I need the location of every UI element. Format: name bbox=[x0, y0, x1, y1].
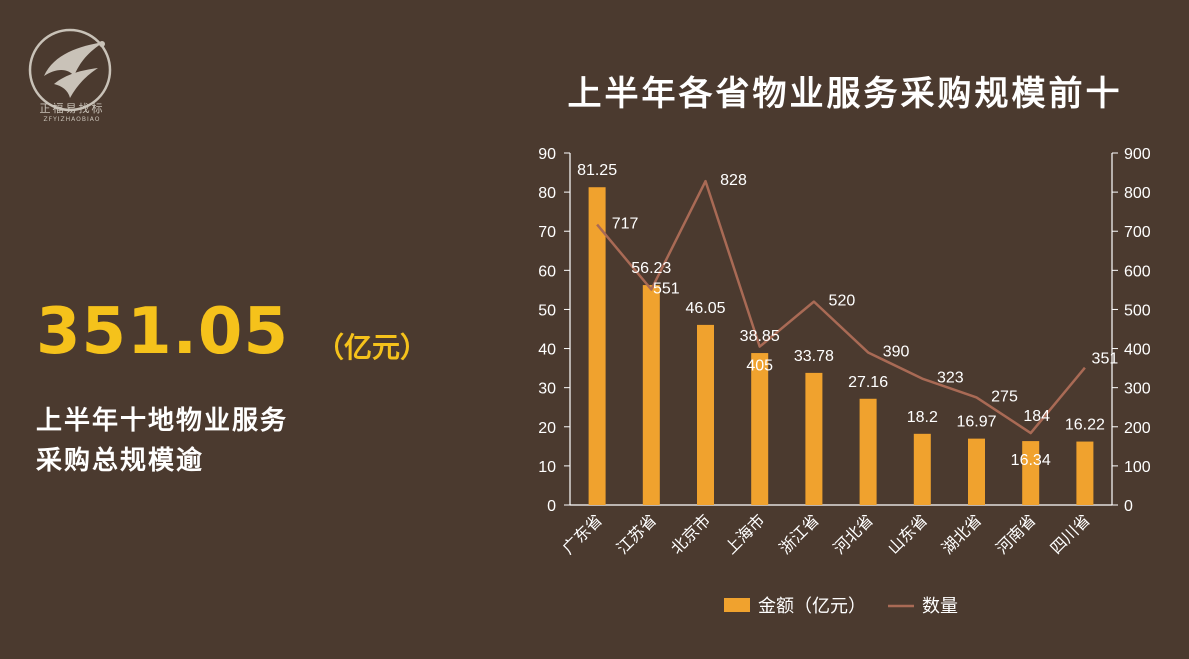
bar-data-label: 16.22 bbox=[1065, 417, 1105, 434]
line-data-label: 551 bbox=[653, 280, 680, 297]
brand-name-en: ZFYIZHAOBIAO bbox=[43, 116, 101, 123]
summary-line-1: 上半年十地物业服务 bbox=[36, 406, 289, 436]
legend-bar-swatch bbox=[724, 598, 750, 612]
brand-logo-icon bbox=[28, 28, 112, 112]
y-left-tick-label: 40 bbox=[538, 342, 556, 359]
bar bbox=[859, 398, 877, 505]
legend-line-label: 数量 bbox=[922, 596, 958, 617]
y-right-tick-label: 700 bbox=[1124, 224, 1151, 241]
y-right-tick-label: 900 bbox=[1124, 146, 1151, 163]
x-tick-label: 四川省 bbox=[1046, 510, 1093, 557]
bar-data-label: 18.2 bbox=[907, 409, 938, 426]
line-data-label: 323 bbox=[937, 370, 964, 387]
x-tick-label: 河南省 bbox=[992, 510, 1039, 557]
y-left-tick-label: 30 bbox=[538, 381, 556, 398]
line-data-label: 184 bbox=[1023, 408, 1050, 425]
bar-data-label: 81.25 bbox=[577, 162, 617, 179]
y-left-tick-label: 90 bbox=[538, 146, 556, 163]
y-right-tick-label: 600 bbox=[1124, 263, 1151, 280]
x-tick-label: 北京市 bbox=[667, 510, 714, 557]
line-data-label: 275 bbox=[991, 388, 1018, 405]
bar bbox=[913, 433, 931, 505]
bar-data-label: 56.23 bbox=[631, 260, 671, 277]
bar bbox=[805, 372, 823, 505]
line-data-label: 351 bbox=[1092, 351, 1119, 368]
bar-data-label: 46.05 bbox=[685, 300, 725, 317]
bar bbox=[751, 353, 769, 505]
count-line bbox=[596, 179, 1086, 435]
bar bbox=[697, 324, 714, 505]
line-data-label: 717 bbox=[612, 216, 639, 233]
bar-data-label: 16.97 bbox=[956, 414, 996, 431]
y-left-tick-label: 80 bbox=[538, 185, 556, 202]
x-tick-label: 江苏省 bbox=[613, 510, 660, 557]
bar bbox=[588, 187, 606, 505]
bar-data-label: 16.34 bbox=[1011, 452, 1051, 469]
y-right-tick-label: 200 bbox=[1124, 420, 1151, 437]
legend-bar-label: 金额（亿元） bbox=[758, 596, 866, 617]
y-right-tick-label: 0 bbox=[1124, 498, 1133, 515]
x-tick-label: 广东省 bbox=[559, 510, 606, 557]
bar-data-label: 27.16 bbox=[848, 374, 888, 391]
y-right-tick-label: 100 bbox=[1124, 459, 1151, 476]
brand-name-cn: 正福易找标 bbox=[39, 102, 105, 115]
y-right-tick-label: 500 bbox=[1124, 302, 1151, 319]
y-left-tick-label: 60 bbox=[538, 263, 556, 280]
line-data-label: 520 bbox=[829, 293, 856, 310]
x-tick-label: 河北省 bbox=[830, 510, 877, 557]
line-data-label: 828 bbox=[720, 172, 747, 189]
y-right-tick-label: 800 bbox=[1124, 185, 1151, 202]
x-tick-label: 浙江省 bbox=[775, 510, 822, 557]
bar bbox=[1076, 441, 1094, 505]
y-left-tick-label: 70 bbox=[538, 224, 556, 241]
line-data-label: 405 bbox=[746, 358, 773, 375]
y-left-tick-label: 10 bbox=[538, 459, 556, 476]
x-tick-label: 湖北省 bbox=[938, 510, 985, 557]
bar bbox=[642, 285, 660, 505]
chart-title: 上半年各省物业服务采购规模前十 bbox=[567, 74, 1123, 114]
line-data-label: 390 bbox=[883, 343, 910, 360]
y-right-tick-label: 400 bbox=[1124, 342, 1151, 359]
total-unit: （亿元） bbox=[316, 331, 429, 364]
total-value: 351.05 bbox=[36, 295, 289, 369]
y-right-tick-label: 300 bbox=[1124, 381, 1151, 398]
bar-data-label: 38.85 bbox=[740, 328, 780, 345]
bar-data-label: 33.78 bbox=[794, 348, 834, 365]
x-tick-label: 上海市 bbox=[721, 510, 768, 557]
bar bbox=[1022, 441, 1040, 505]
summary-line-2: 采购总规模逾 bbox=[36, 446, 205, 476]
bar bbox=[968, 438, 985, 505]
y-left-tick-label: 0 bbox=[547, 498, 556, 515]
x-tick-label: 山东省 bbox=[884, 510, 931, 557]
y-left-tick-label: 20 bbox=[538, 420, 556, 437]
y-left-tick-label: 50 bbox=[538, 302, 556, 319]
